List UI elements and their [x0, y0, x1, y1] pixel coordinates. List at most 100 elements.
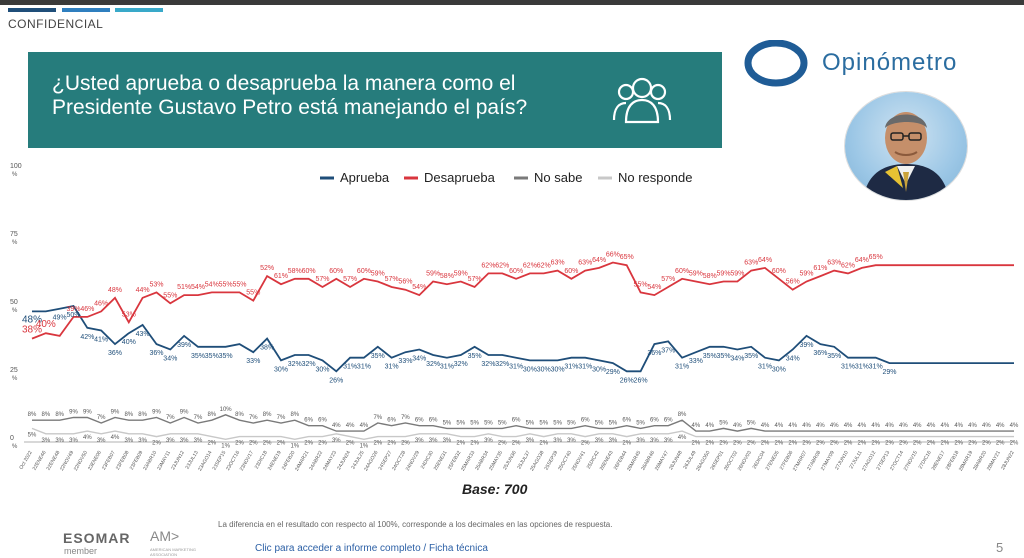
data-label: 3%	[650, 438, 659, 444]
data-label: 37%	[661, 347, 675, 354]
data-label: 56%	[398, 279, 412, 286]
data-label: 59%	[800, 271, 814, 278]
data-label: 30%	[315, 366, 329, 373]
data-label: 3%	[166, 438, 175, 444]
data-label: 5%	[567, 420, 576, 426]
data-label: 60%	[564, 268, 578, 275]
data-label: 48%	[108, 287, 122, 294]
data-label: 46%	[80, 306, 94, 313]
legend-label: Desaprueba	[424, 170, 496, 185]
tab-marker-3	[115, 8, 163, 12]
legend-label: No sabe	[534, 170, 582, 185]
data-label: 2%	[747, 441, 756, 447]
data-label: 26%	[634, 377, 648, 384]
approval-line-chart: 100%75%50%25%0%Oct 202222ENE4622ENE4822N…	[10, 163, 1019, 472]
data-label: 3%	[55, 438, 64, 444]
data-label: 2%	[470, 441, 479, 447]
data-label: 5%	[443, 420, 452, 426]
data-label: 2%	[954, 441, 963, 447]
data-label: 32%	[302, 361, 316, 368]
data-label: 5%	[609, 420, 618, 426]
data-label: 40%	[122, 339, 136, 346]
data-label: 2%	[871, 441, 880, 447]
data-label: 2%	[844, 441, 853, 447]
data-label: 34%	[163, 356, 177, 363]
data-label: 9%	[152, 410, 161, 416]
data-label: 38%	[22, 325, 42, 336]
data-label: 6%	[318, 418, 327, 424]
data-label: 4%	[968, 423, 977, 429]
data-label: 63%	[551, 260, 565, 267]
confidential-label: CONFIDENCIAL	[8, 17, 104, 31]
data-label: 8%	[41, 412, 50, 418]
data-label: 31%	[578, 364, 592, 371]
data-label: 2%	[788, 441, 797, 447]
full-report-link[interactable]: Clic para acceder a informe completo / F…	[255, 543, 488, 554]
data-label: 30%	[537, 366, 551, 373]
data-label: 30%	[772, 366, 786, 373]
data-label: 3%	[69, 438, 78, 444]
data-label: 65%	[869, 254, 883, 261]
data-label: 59%	[426, 271, 440, 278]
y-tick-label: 25	[10, 367, 18, 374]
data-label: 52%	[260, 265, 274, 272]
data-label: 58%	[440, 273, 454, 280]
data-label: 2%	[1010, 441, 1019, 447]
data-label: 36%	[149, 350, 163, 357]
data-label: 62%	[841, 262, 855, 269]
data-label: 2%	[456, 441, 465, 447]
data-label: 2%	[775, 441, 784, 447]
data-label: 34%	[412, 356, 426, 363]
data-label: 5%	[484, 420, 493, 426]
data-label: 66%	[606, 251, 620, 258]
data-label: 3%	[332, 438, 341, 444]
data-label: 35%	[703, 353, 717, 360]
top-bar	[0, 0, 1024, 5]
data-label: 4%	[761, 423, 770, 429]
data-label: 4%	[775, 423, 784, 429]
page-number: 5	[996, 540, 1004, 555]
data-label: 63%	[827, 260, 841, 267]
data-label: 30%	[274, 366, 288, 373]
data-label: 64%	[592, 257, 606, 264]
data-label: 1%	[221, 443, 230, 449]
data-label: 62%	[523, 262, 537, 269]
data-label: 5%	[553, 420, 562, 426]
data-label: 3%	[180, 438, 189, 444]
data-label: 61%	[813, 265, 827, 272]
data-label: 4%	[913, 423, 922, 429]
data-label: 2%	[941, 441, 950, 447]
data-label: 5%	[595, 420, 604, 426]
data-label: 30%	[592, 366, 606, 373]
data-label: 55%	[246, 290, 260, 297]
data-label: 4%	[788, 423, 797, 429]
data-label: 8%	[235, 412, 244, 418]
data-label: 44%	[136, 287, 150, 294]
data-label: 36%	[647, 350, 661, 357]
data-label: 30%	[551, 366, 565, 373]
legend-label: No responde	[618, 170, 692, 185]
data-label: 1%	[290, 443, 299, 449]
data-label: 2%	[733, 441, 742, 447]
data-label: 6%	[512, 418, 521, 424]
data-label: 4%	[954, 423, 963, 429]
data-label: 65%	[620, 254, 634, 261]
data-label: 31%	[855, 364, 869, 371]
data-label: 40%	[36, 319, 56, 330]
x-tick-label: 25NOV41	[571, 450, 587, 472]
data-label: 61%	[274, 273, 288, 280]
data-label: 36%	[108, 350, 122, 357]
data-label: 4%	[692, 423, 701, 429]
esomar-logo-text: ESOMAR	[63, 530, 131, 546]
data-label: 35%	[219, 353, 233, 360]
data-label: 59%	[730, 271, 744, 278]
data-label: 3%	[526, 438, 535, 444]
data-label: 56%	[786, 279, 800, 286]
data-label: 2%	[387, 441, 396, 447]
data-label: 9%	[111, 410, 120, 416]
data-label: 31%	[675, 364, 689, 371]
data-label: 4%	[982, 423, 991, 429]
legend-label: Aprueba	[340, 170, 390, 185]
data-label: 6%	[387, 418, 396, 424]
ama-logo-text: AM>	[150, 528, 180, 544]
